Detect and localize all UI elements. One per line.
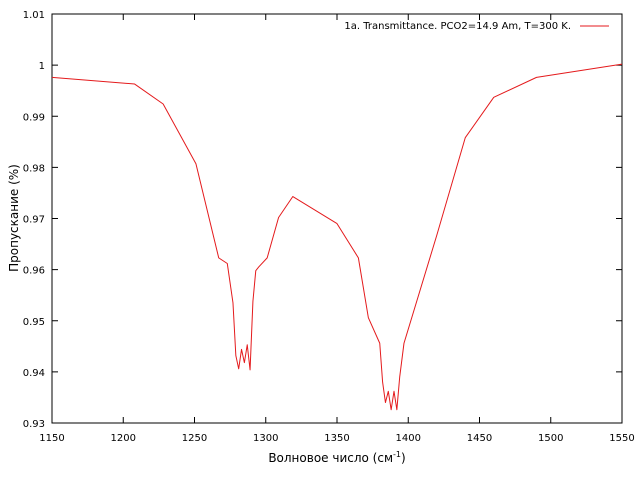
y-tick-label: 0.94 <box>23 368 45 379</box>
y-tick-label: 0.93 <box>23 419 45 430</box>
plot-area <box>51 13 623 424</box>
x-axis-title-main: Волновое число (см <box>268 451 393 465</box>
series-lines <box>51 63 623 411</box>
y-tick-label: 0.96 <box>23 266 45 277</box>
x-tick-label: 1450 <box>467 433 492 444</box>
y-tick-label: 0.99 <box>23 112 45 123</box>
axis-ticks <box>51 13 623 424</box>
y-axis-title: Пропускание (%) <box>7 164 21 272</box>
x-tick-label: 1250 <box>182 433 207 444</box>
x-axis-title-tail: ) <box>401 451 406 465</box>
legend: 1a. Transmittance. PCO2=14.9 Am, T=300 K… <box>344 21 609 32</box>
y-tick-label: 0.98 <box>23 163 45 174</box>
legend-label: 1a. Transmittance. PCO2=14.9 Am, T=300 K… <box>344 21 571 32</box>
x-tick-labels: 1150 1200 1250 1300 1350 1400 1450 1500 1550 <box>39 433 634 444</box>
y-tick-label: 1.01 <box>23 10 45 21</box>
y-tick-label: 0.97 <box>23 215 45 226</box>
y-tick-labels: 0.93 0.94 0.95 0.96 0.97 0.98 0.99 1 1.01 <box>23 10 45 430</box>
x-tick-label: 1500 <box>538 433 563 444</box>
x-tick-label: 1350 <box>324 433 349 444</box>
x-tick-label: 1200 <box>111 433 136 444</box>
y-tick-label: 0.95 <box>23 317 45 328</box>
y-tick-label: 1 <box>39 61 45 72</box>
x-tick-label: 1150 <box>39 433 64 444</box>
x-axis-title-sup: -1 <box>393 450 401 459</box>
x-axis-title: Волновое число (см-1) <box>268 450 405 465</box>
x-tick-label: 1300 <box>253 433 278 444</box>
series-line <box>51 63 623 411</box>
x-tick-label: 1400 <box>396 433 421 444</box>
x-tick-label: 1550 <box>609 433 634 444</box>
